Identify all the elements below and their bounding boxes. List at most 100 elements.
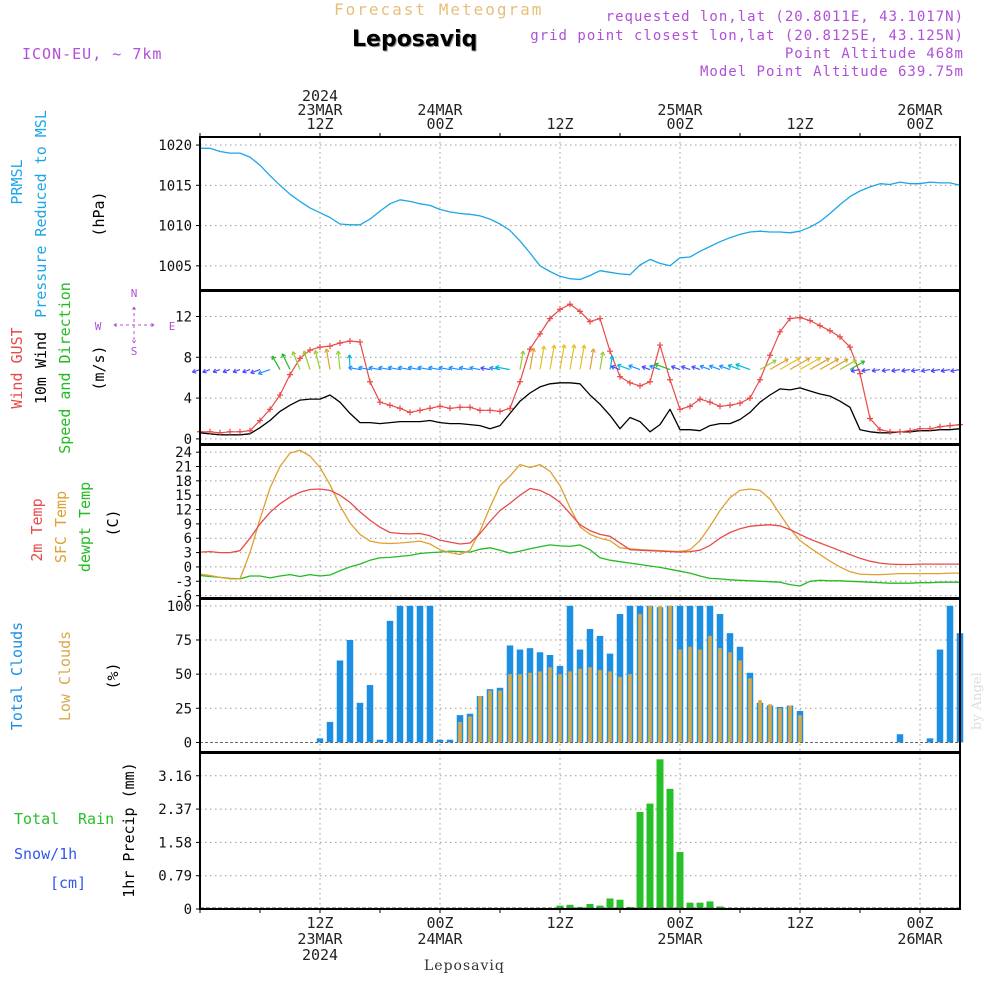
gust-marker (597, 315, 603, 322)
wind-arrow-head (530, 347, 536, 353)
wind-direction-arrow (579, 344, 585, 370)
t2m-label: 2m Temp (28, 498, 46, 561)
wind-direction-arrow (222, 368, 231, 373)
y-tick-label: 3 (184, 546, 192, 562)
wind-arrow-head (930, 368, 935, 374)
wind-arrow-head (489, 365, 494, 371)
time-label-top: 12Z (546, 115, 573, 133)
wind-arrow-head (469, 365, 474, 371)
low-clouds-label: Low Clouds (56, 631, 74, 721)
wind-arrow-head (735, 363, 740, 368)
low-cloud-bar (648, 605, 652, 743)
wind-direction-arrow (849, 360, 865, 371)
wind-direction-arrow (529, 348, 535, 370)
rain-bar (706, 901, 714, 909)
wind-arrow-head (628, 364, 633, 369)
time-label-bottom: 12Z (786, 914, 813, 932)
wind-direction-arrow (469, 367, 481, 371)
wind-direction-arrow (232, 368, 241, 373)
y-tick-label: 21 (175, 460, 192, 476)
wind-arrow-head (212, 368, 218, 374)
gust-marker (927, 425, 933, 432)
wind-arrow-head (368, 365, 373, 371)
watermark: by Angel (970, 672, 985, 730)
rain-bar (676, 852, 684, 909)
low-cloud-bar (758, 700, 762, 743)
wind-arrow-head (202, 368, 207, 374)
low-cloud-bar (788, 705, 792, 743)
wind-arrow-head (541, 345, 547, 351)
wind-direction-arrow (292, 351, 301, 370)
gust-marker (847, 344, 853, 351)
wind-direction-arrow (281, 353, 291, 370)
wind-arrow-head (901, 367, 906, 374)
wind-direction-arrow (829, 358, 849, 371)
gust-marker (437, 403, 443, 410)
low-cloud-bar (558, 674, 562, 743)
wind-arrow-head (805, 357, 811, 362)
wind-arrow-head (348, 365, 353, 371)
pressure-line (200, 147, 961, 281)
wind-direction-arrow (358, 366, 371, 371)
wind-arrow-head (871, 367, 876, 373)
dewpoint-line (199, 544, 960, 587)
wind-arrow-head (708, 364, 714, 370)
low-cloud-bar (568, 671, 572, 743)
gust-marker (707, 399, 713, 406)
total-cloud-bar (366, 685, 374, 743)
y-tick-label: 1.58 (158, 835, 192, 851)
wind-arrow-head (825, 357, 830, 363)
rain-label: Rain (78, 810, 114, 828)
wind-arrow-head (616, 363, 622, 369)
gust-marker (607, 348, 613, 355)
wind-direction-arrow (617, 364, 631, 371)
wind-direction-arrow (799, 357, 821, 371)
rain-bar (616, 899, 624, 909)
wind-arrow-head (417, 365, 422, 371)
wind-direction-arrow (779, 357, 801, 371)
pressure-unit: (hPa) (90, 191, 108, 236)
low-cloud-bar (478, 695, 482, 743)
time-label-top: 25MAR (657, 101, 703, 119)
low-cloud-bar (608, 671, 612, 743)
wind-direction-arrow (599, 351, 604, 370)
wind-direction-arrow (735, 363, 751, 371)
wind-arrow-head (649, 364, 654, 370)
gust-marker (837, 333, 843, 340)
wind-direction-arrow (202, 368, 211, 373)
wind-arrow-head (480, 365, 485, 371)
wind-arrow-head (242, 368, 247, 374)
rain-bar (596, 905, 604, 909)
low-cloud-bar (598, 670, 602, 743)
low-cloud-bar (578, 668, 582, 743)
wind-arrow-head (250, 369, 255, 375)
gust-marker (947, 422, 953, 429)
y-tick-label: 0 (184, 432, 192, 448)
y-tick-label: 0 (184, 902, 192, 918)
total-cloud-bar (386, 620, 394, 743)
wind-arrow-head (609, 355, 615, 360)
wind-direction-arrow (727, 364, 741, 371)
low-cloud-bar (468, 716, 472, 743)
gust-marker (447, 405, 453, 412)
pressure-label-long: Pressure Reduced to MSL (32, 110, 50, 318)
y-tick-label: 8 (184, 350, 192, 366)
gust-marker (377, 399, 383, 406)
wind-arrow-head (551, 344, 557, 349)
wind-direction-arrow (519, 350, 524, 370)
wind-direction-arrow (480, 367, 491, 371)
wind-arrow-head (843, 358, 849, 363)
clouds-unit: (%) (104, 662, 122, 689)
y-tick-label: 12 (175, 310, 192, 326)
wind-direction-arrow (368, 366, 381, 371)
y-tick-label: 50 (175, 667, 192, 683)
wind-direction-arrow (759, 359, 777, 371)
gust-marker (677, 406, 683, 413)
gust-marker (747, 395, 753, 402)
wind-direction-arrow (348, 366, 361, 371)
grid-point-coords: grid point closest lon,lat (20.8125E, 43… (530, 28, 964, 44)
gust-marker (257, 417, 263, 424)
low-cloud-bar (738, 660, 742, 743)
compass-w: W (95, 320, 102, 333)
wind-direction-arrow (950, 368, 961, 372)
